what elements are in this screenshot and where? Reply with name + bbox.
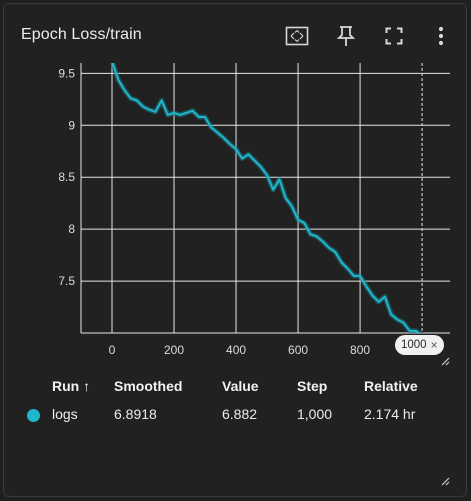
data-point[interactable] [110,59,114,63]
y-tick-label: 7.5 [58,274,75,288]
x-tick-label: 600 [288,343,308,357]
value-column-header[interactable]: Value [222,378,259,394]
relative-column-header[interactable]: Relative [364,378,418,394]
data-point[interactable] [321,240,325,244]
data-point[interactable] [228,142,232,146]
data-point[interactable] [184,111,188,115]
data-point[interactable] [389,312,393,316]
data-point[interactable] [135,98,139,102]
y-tick-label: 8.5 [58,170,75,184]
data-point[interactable] [178,113,182,117]
data-point[interactable] [395,318,399,322]
data-point[interactable] [153,110,157,114]
data-point[interactable] [166,113,170,117]
data-point[interactable] [116,78,120,82]
data-point[interactable] [327,246,331,250]
data-point[interactable] [253,159,257,163]
data-point[interactable] [160,98,164,102]
legend-table: Run ↑ Smoothed Value Step Relative logs … [4,372,466,428]
data-point[interactable] [401,321,405,325]
y-tick-label: 9.5 [58,66,75,80]
data-point[interactable] [346,267,350,271]
data-point[interactable] [147,108,151,112]
more-options-button[interactable] [426,21,456,51]
data-point[interactable] [370,294,374,298]
close-icon[interactable]: × [430,338,438,352]
data-point[interactable] [302,221,306,225]
y-tick-label: 9 [68,118,75,132]
raw-value: 6.882 [222,406,258,422]
scalar-card: Epoch Loss/train 0 200 400 600 800 9.5 9 8. [3,3,467,497]
more-vert-icon [438,26,444,46]
step-marker-label: 1000 [401,339,427,351]
fit-to-data-icon [285,26,309,46]
step-value: 1,000 [297,406,333,422]
y-tick-label: 8 [68,222,75,236]
step-marker-chip[interactable]: 1000 × [395,335,444,355]
data-point[interactable] [240,157,244,161]
data-point[interactable] [358,274,362,278]
smoothed-value: 6.8918 [114,406,157,422]
data-point[interactable] [191,109,195,113]
data-point[interactable] [122,88,126,92]
fullscreen-button[interactable] [379,21,409,51]
run-column-header[interactable]: Run ↑ [52,378,91,394]
relative-time: 2.174 hr [364,406,416,422]
data-point[interactable] [271,188,275,192]
data-point[interactable] [234,147,238,151]
smoothed-column-header[interactable]: Smoothed [114,378,183,394]
series-raw-line [110,63,424,333]
step-column-header[interactable]: Step [297,378,328,394]
card-resize-handle-icon[interactable] [440,476,450,486]
data-point[interactable] [352,274,356,278]
data-point[interactable] [290,204,294,208]
data-point[interactable] [265,173,269,177]
data-point[interactable] [246,152,250,156]
x-tick-label: 0 [109,343,116,357]
data-point[interactable] [414,329,418,333]
data-point[interactable] [383,295,387,299]
data-point[interactable] [129,96,133,100]
loss-chart[interactable]: 0 200 400 600 800 9.5 9 8.5 8 7.5 [4,58,467,368]
data-point[interactable] [277,177,281,181]
data-point[interactable] [408,329,412,333]
data-point[interactable] [197,115,201,119]
data-point[interactable] [308,232,312,236]
x-tick-label: 800 [350,343,370,357]
data-point[interactable] [259,165,263,169]
data-point[interactable] [222,136,226,140]
chart-resize-handle-icon[interactable] [440,356,450,366]
pin-button[interactable] [331,21,361,51]
data-point[interactable] [141,105,145,109]
data-point[interactable] [284,196,288,200]
data-point[interactable] [377,300,381,304]
legend-header: Run ↑ Smoothed Value Step Relative [4,372,466,400]
data-point[interactable] [315,234,319,238]
chart-area[interactable]: 0 200 400 600 800 9.5 9 8.5 8 7.5 [4,58,467,368]
data-point[interactable] [172,111,176,115]
series-line-logs[interactable] [111,61,422,335]
legend-row: logs 6.8918 6.882 1,000 2.174 hr [4,400,466,428]
x-tick-label: 400 [226,343,246,357]
data-point[interactable] [364,284,368,288]
data-point[interactable] [339,260,343,264]
data-point[interactable] [209,125,213,129]
pin-icon [336,26,356,46]
data-point[interactable] [333,250,337,254]
card-title: Epoch Loss/train [21,26,142,43]
run-name: logs [52,406,78,422]
data-point[interactable] [296,218,300,222]
fullscreen-icon [385,27,403,45]
x-tick-label: 200 [164,343,184,357]
data-point[interactable] [215,131,219,135]
run-color-swatch[interactable] [27,409,40,422]
fit-to-data-button[interactable] [282,21,312,51]
data-point[interactable] [203,115,207,119]
